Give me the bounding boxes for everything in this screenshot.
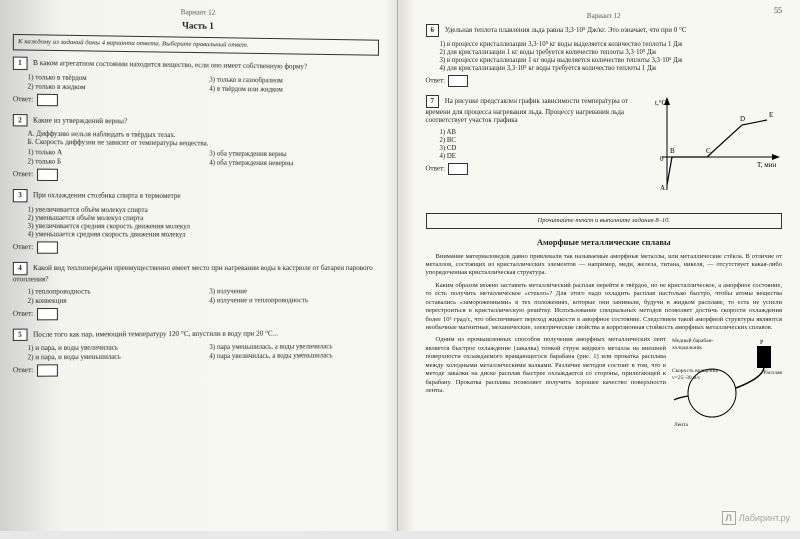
task-8-10-box: Прочитайте текст и выполните задания 8–1… [426,213,783,229]
q3-answer-box [36,241,57,253]
fig-melt-label: Расплав [763,370,782,376]
question-7: t,°C T, мин A B C D E 0 7 На рисунке пре… [426,95,783,205]
q4-opt2: 2) конвекция [28,297,202,305]
qnum-7: 7 [426,95,440,108]
q2-opt4: 4) оба утверждения неверны [209,160,378,168]
paragraph-1: Внимание материаловедов давно привлекали… [426,253,783,278]
q3-opt3: 3) увеличивается средняя скорость движен… [28,223,379,231]
q4-answer-box [36,308,57,320]
svg-text:0: 0 [660,155,664,163]
question-2: 2 Какие из утверждений верны? А. Диффузи… [13,114,379,184]
page-number: 55 [774,6,782,15]
fig-speed-label: Скорость вращения [672,368,718,374]
qnum-2: 2 [13,114,27,127]
q4-opt1: 1) теплопроводность [28,288,202,295]
qtext-7: На рисунке представлен график зависимост… [426,97,628,125]
question-3: 3 При охлаждении столбика спирта в термо… [13,189,379,254]
fig-speed-val: v=25–30 м/с [672,375,718,381]
q3-answer-label: Ответ: [13,243,33,251]
q7-answer-box [448,163,468,175]
svg-text:E: E [769,111,773,119]
q2-opt2: 2) только Б [28,159,202,167]
graph-xlabel: T, мин [757,161,776,169]
q6-opt3: 3) в процессе кристаллизации 1 кг воды в… [440,57,783,64]
section-title: Аморфные металлические сплавы [426,237,783,247]
q5-opt1: 1) и пара, и воды увеличилась [28,344,202,352]
qnum-5: 5 [13,328,27,341]
part-title: Часть 1 [13,18,379,34]
q7-answer-label: Ответ: [426,165,446,173]
watermark: ЛЛабиринт.ру [722,511,790,525]
q6-answer-label: Ответ: [426,76,446,84]
svg-text:A: A [660,184,665,192]
paragraph-2: Каким образом можно заставить металличес… [426,282,783,333]
qnum-6: 6 [426,24,440,37]
watermark-logo: Л [722,511,736,525]
fig-drum-label: Медный барабан-холодильник [672,338,727,350]
qtext-5: После того как пар, имеющий температуру … [33,329,278,338]
q5-answer-label: Ответ: [13,366,33,374]
watermark-text: Лабиринт.ру [739,513,790,523]
left-page: Вариант 12 Часть 1 К каждому из заданий … [0,0,398,539]
q5-answer-box [36,365,57,377]
qtext-6: Удельная теплота плавления льда равна 3,… [445,26,687,34]
q4-opt3: 3) излучение [209,288,378,295]
svg-text:D: D [740,115,745,123]
q1-opt1: 1) только в твёрдом [28,74,202,83]
svg-text:C: C [706,147,711,155]
q1-answer-box [36,93,57,106]
q3-opt1: 1) увеличивается объём молекул спирта [28,207,379,215]
temperature-graph: t,°C T, мин A B C D E 0 [652,95,782,205]
q6-answer-box [448,75,468,87]
q1-opt3: 3) только в газообразном [209,76,378,85]
q5-opt3: 3) пара уменьшилась, а воды увеличилась [209,343,378,351]
instruction-box: К каждому из заданий даны 4 варианта отв… [13,34,379,56]
question-1: 1 В каком агрегатном состоянии находится… [13,56,379,109]
qtext-1: В каком агрегатном состоянии находится в… [33,59,307,71]
right-variant-header: Вариант 12 [426,12,783,20]
q4-opt4: 4) излучение и теплопроводность [209,297,378,304]
q6-opt1: 1) в процессе кристаллизации 3,3·10⁵ кг … [440,41,783,48]
svg-text:P: P [760,340,764,346]
figure-1: P Медный барабан-холодильник Расплав Ско… [672,338,782,428]
question-6: 6 Удельная теплота плавления льда равна … [426,24,783,87]
q3-opt4: 4) уменьшается средняя скорость движения… [28,231,379,239]
q1-opt2: 2) только в жидком [28,83,202,92]
svg-text:B: B [670,147,675,155]
question-4: 4 Какой вид теплопередачи преимущественн… [13,262,379,320]
q5-opt4: 4) пара увеличилась, а воды уменьшилась [209,352,378,360]
q2-answer-label: Ответ: [13,170,33,178]
q3-opt2: 2) уменьшается объём молекул спирта [28,215,379,223]
q6-opt2: 2) для кристаллизации 1 кг воды требуетс… [440,49,783,56]
qtext-2: Какие из утверждений верны? [33,116,127,125]
qnum-4: 4 [13,262,27,275]
qtext-4: Какой вид теплопередачи преимущественно … [13,264,373,283]
q1-answer-label: Ответ: [13,95,33,103]
q4-answer-label: Ответ: [13,309,33,317]
q2-answer-box [36,169,57,181]
q2-opt3: 3) оба утверждения верны [209,151,378,159]
q2-opt1: 1) только А [28,149,202,157]
right-page: 55 Вариант 12 6 Удельная теплота плавлен… [398,0,800,531]
q5-opt2: 2) и пара, и воды уменьшилась [28,353,202,361]
q1-opt4: 4) в твёрдом или жидком [209,85,378,94]
qnum-1: 1 [13,56,27,69]
qnum-3: 3 [13,189,27,202]
fig-tape-label: Лента [674,422,688,428]
qtext-3: При охлаждении столбика спирта в термоме… [33,191,181,200]
q6-opt4: 4) для кристаллизации 3,3·10⁵ кг воды тр… [440,65,783,72]
question-5: 5 После того как пар, имеющий температур… [13,327,379,378]
graph-ylabel: t,°C [655,99,666,107]
